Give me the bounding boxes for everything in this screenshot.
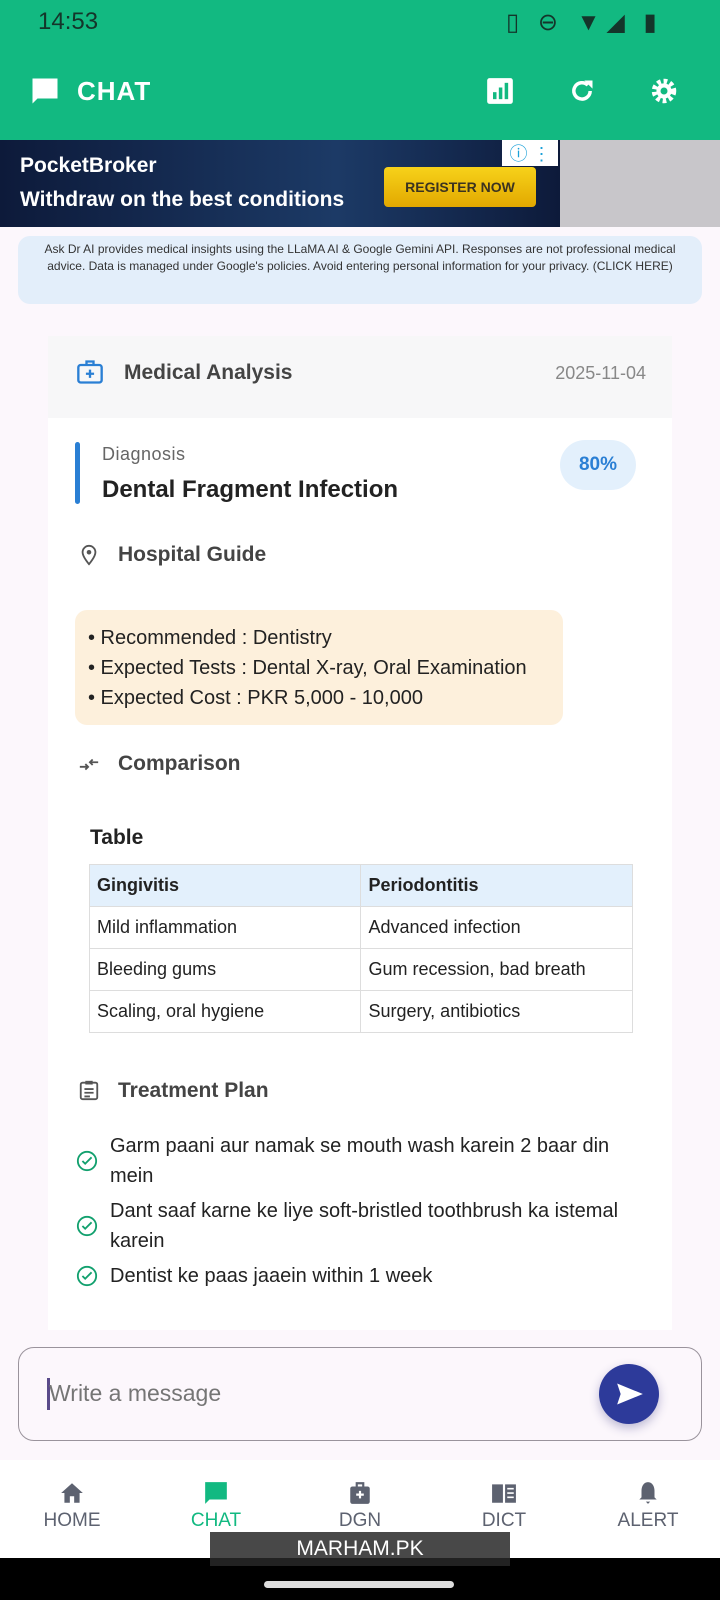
- ad-register-button[interactable]: REGISTER NOW: [384, 167, 536, 207]
- table-cell: Advanced infection: [360, 906, 633, 949]
- message-composer: [18, 1347, 702, 1441]
- status-bar: 14:53 ▯ ⊖ ▼◢ ▮: [0, 0, 720, 42]
- hospital-item: • Recommended : Dentistry: [88, 627, 332, 649]
- check-circle-icon: [76, 1215, 98, 1237]
- page-title: CHAT: [77, 76, 152, 106]
- app-bar: CHAT: [0, 42, 720, 140]
- bell-icon: [639, 1482, 657, 1504]
- nav-alert[interactable]: ALERT: [576, 1460, 720, 1532]
- text-cursor: [47, 1378, 50, 1410]
- status-time: 14:53: [38, 8, 99, 35]
- diagnosis-value: Dental Fragment Infection: [102, 476, 399, 503]
- table-cell: Bleeding gums: [88, 948, 362, 991]
- table-cell: Surgery, antibiotics: [360, 990, 633, 1033]
- table-cell: Gum recession, bad breath: [360, 948, 633, 991]
- clipboard-icon: [79, 1080, 99, 1101]
- medical-kit-icon: [77, 360, 103, 384]
- disclaimer-banner[interactable]: Ask Dr AI provides medical insights usin…: [18, 236, 702, 304]
- nav-dgn[interactable]: DGN: [288, 1460, 432, 1532]
- treatment-plan-title: Treatment Plan: [118, 1079, 269, 1102]
- chat-icon: [32, 78, 58, 104]
- diagnosis-accent: [75, 442, 80, 504]
- check-circle-icon: [76, 1265, 98, 1287]
- book-icon: [492, 1484, 516, 1503]
- ad-info-icon[interactable]: ⓘ ⋮: [502, 140, 558, 166]
- hospital-item: • Expected Cost : PKR 5,000 - 10,000: [88, 687, 423, 709]
- chart-icon[interactable]: [486, 77, 514, 105]
- table-title: Table: [90, 826, 144, 849]
- send-button[interactable]: [599, 1364, 659, 1424]
- treatment-item: Dentist ke paas jaaein within 1 week: [76, 1261, 636, 1291]
- treatment-list: Garm paani aur namak se mouth wash karei…: [76, 1131, 636, 1291]
- hospital-guide-title: Hospital Guide: [118, 543, 267, 566]
- analysis-date: 2025-11-04: [555, 363, 646, 383]
- confidence-badge: 80%: [560, 440, 636, 490]
- nav-chat[interactable]: CHAT: [144, 1460, 288, 1532]
- medical-bag-icon: [350, 1482, 370, 1504]
- card-title: Medical Analysis: [124, 361, 293, 384]
- card-header: Medical Analysis 2025-11-04: [48, 336, 672, 418]
- table-row: Scaling, oral hygiene Surgery, antibiotic…: [88, 990, 633, 1033]
- watermark: MARHAM.PK: [210, 1532, 510, 1566]
- hospital-item: • Expected Tests : Dental X-ray, Oral Ex…: [88, 657, 527, 679]
- ad-filler: [560, 140, 720, 227]
- treatment-item: Dant saaf karne ke liye soft-bristled to…: [76, 1196, 636, 1256]
- hospital-guide-box: • Recommended : Dentistry • Expected Tes…: [75, 610, 563, 725]
- comparison-table: Gingivitis Periodontitis Mild inflammatio…: [88, 864, 633, 1033]
- nav-dict[interactable]: DICT: [432, 1460, 576, 1532]
- home-icon: [61, 1483, 83, 1503]
- diagnosis-label: Diagnosis: [102, 444, 186, 464]
- ad-banner[interactable]: PocketBroker Withdraw on the best condit…: [0, 140, 560, 227]
- table-header: Gingivitis: [88, 864, 362, 907]
- medical-analysis-card: Medical Analysis 2025-11-04 Diagnosis De…: [48, 336, 672, 1330]
- table-row: Bleeding gums Gum recession, bad breath: [88, 948, 633, 991]
- refresh-icon[interactable]: [568, 77, 596, 105]
- table-header: Periodontitis: [360, 864, 633, 907]
- location-pin-icon: [81, 544, 97, 566]
- send-icon: [617, 1383, 643, 1405]
- status-icons: ▯ ⊖ ▼◢ ▮: [506, 9, 663, 36]
- treatment-item: Garm paani aur namak se mouth wash karei…: [76, 1131, 636, 1191]
- chat-icon: [205, 1482, 227, 1504]
- settings-icon[interactable]: [650, 77, 678, 105]
- check-circle-icon: [76, 1150, 98, 1172]
- ad-tagline: Withdraw on the best conditions: [20, 188, 345, 211]
- compare-arrows-icon: [79, 758, 99, 771]
- ad-brand: PocketBroker: [20, 154, 157, 177]
- home-gesture-handle[interactable]: [264, 1581, 454, 1588]
- nav-home[interactable]: HOME: [0, 1460, 144, 1532]
- table-row: Mild inflammation Advanced infection: [88, 906, 633, 949]
- table-cell: Mild inflammation: [88, 906, 362, 949]
- message-input[interactable]: [49, 1370, 569, 1416]
- comparison-title: Comparison: [118, 752, 241, 775]
- table-cell: Scaling, oral hygiene: [88, 990, 362, 1033]
- table-header-row: Gingivitis Periodontitis: [88, 864, 633, 907]
